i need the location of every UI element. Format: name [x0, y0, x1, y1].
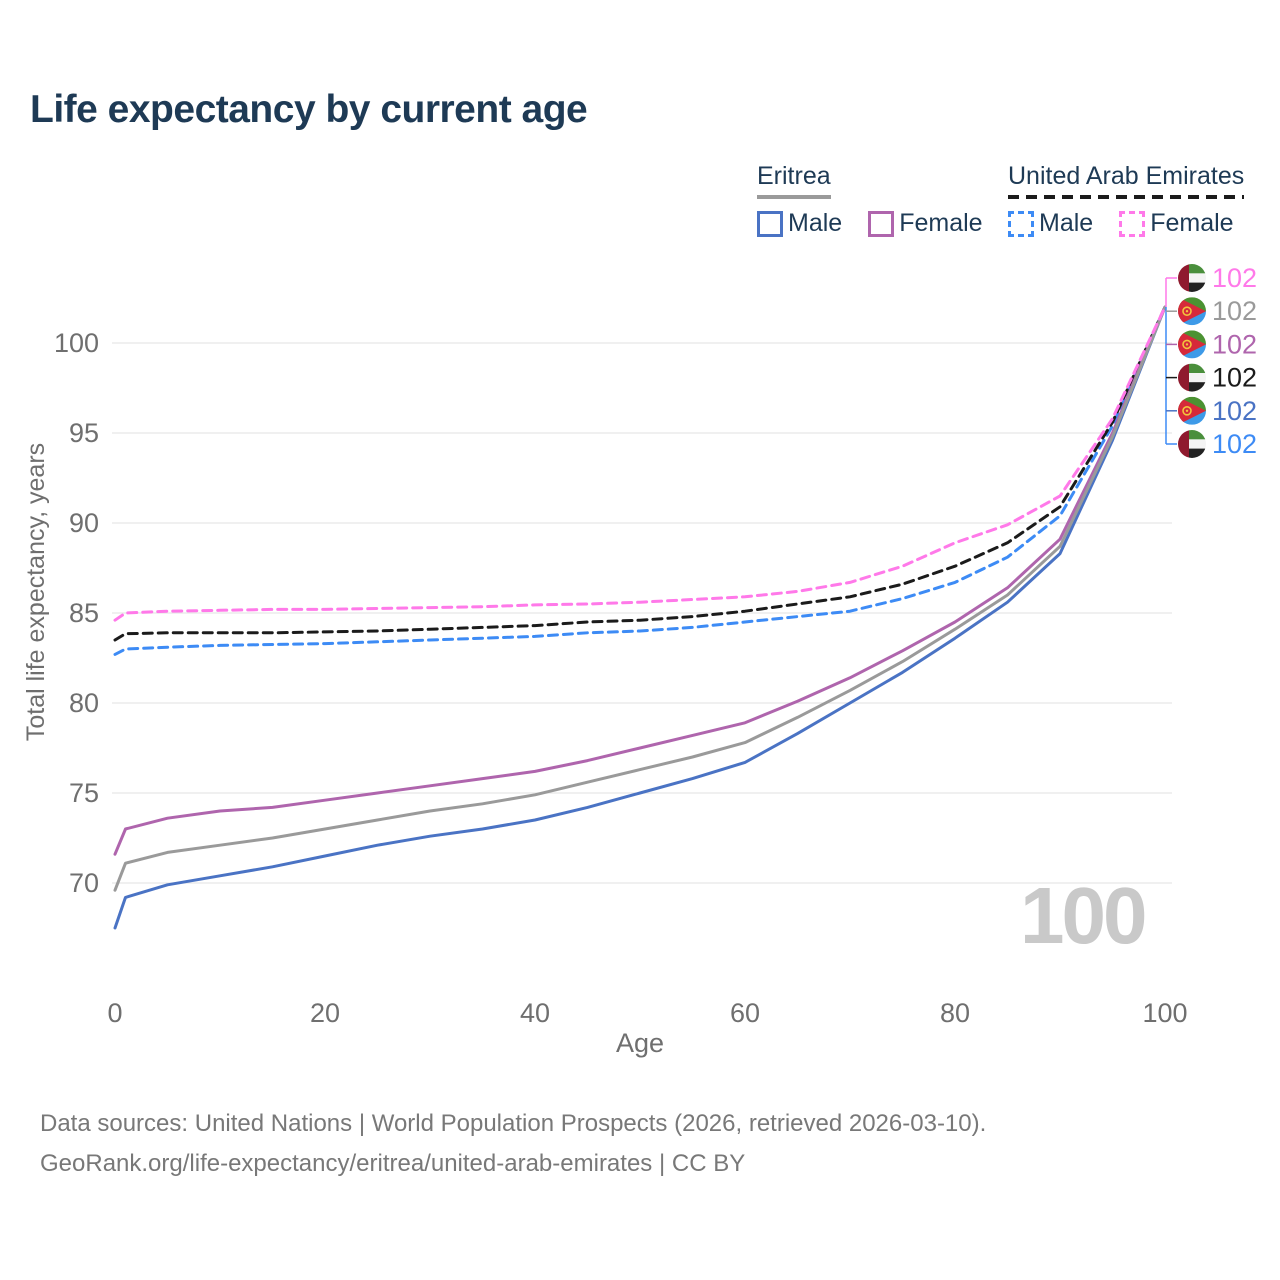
uae-flag-icon: [1178, 264, 1206, 292]
end-value-label-united-arab-emirates-female: 102: [1212, 263, 1257, 293]
legend-item-eritrea-male[interactable]: Male: [757, 209, 842, 238]
y-axis-title: Total life expectancy, years: [22, 443, 50, 741]
footer-data-sources: Data sources: United Nations | World Pop…: [40, 1110, 987, 1137]
series-line-united-arab-emirates-female[interactable]: [113, 305, 1167, 622]
legend-uae-underline: [1008, 195, 1245, 199]
series-line-eritrea-male[interactable]: [113, 305, 1167, 930]
page-title: Life expectancy by current age: [30, 88, 588, 131]
series-line-eritrea-all[interactable]: [113, 305, 1167, 892]
legend-uae-title[interactable]: United Arab Emirates: [1008, 162, 1245, 190]
eritrea-male-swatch-icon: [757, 210, 783, 237]
y-tick-label: 95: [69, 418, 99, 448]
eritrea-flag-icon: [1178, 330, 1206, 359]
y-tick-label: 100: [54, 328, 99, 358]
end-value-label-united-arab-emirates-all: 102: [1212, 363, 1257, 393]
series-line-united-arab-emirates-male[interactable]: [113, 305, 1167, 656]
x-tick-label: 60: [730, 998, 760, 1028]
y-tick-label: 85: [69, 598, 99, 628]
legend-uae-female-label: Female: [1150, 209, 1234, 237]
legend-item-uae-male[interactable]: Male: [1008, 209, 1093, 238]
end-value-label-eritrea-all: 102: [1212, 296, 1257, 326]
legend-item-uae-female[interactable]: Female: [1119, 209, 1234, 238]
uae-female-swatch-icon: [1119, 210, 1146, 237]
legend-uae-header: United Arab Emirates: [1008, 162, 1245, 199]
end-value-label-eritrea-male: 102: [1212, 396, 1257, 426]
x-tick-label: 0: [107, 998, 122, 1028]
uae-flag-icon: [1178, 363, 1206, 392]
end-value-label-united-arab-emirates-male: 102: [1212, 429, 1257, 459]
age-watermark: 100: [1020, 871, 1147, 960]
legend-eritrea-title[interactable]: Eritrea: [757, 162, 831, 190]
series-line-eritrea-female[interactable]: [113, 305, 1167, 856]
end-value-label-eritrea-female: 102: [1212, 329, 1257, 359]
y-tick-label: 80: [69, 688, 99, 718]
legend-uae-items: Male Female: [1008, 209, 1244, 238]
eritrea-flag-icon: [1178, 297, 1206, 326]
legend-eritrea-header: Eritrea: [757, 162, 831, 199]
footer-attribution: GeoRank.org/life-expectancy/eritrea/unit…: [40, 1150, 746, 1178]
footer: Data sources: United Nations | World Pop…: [40, 1104, 986, 1185]
uae-male-swatch-icon: [1008, 210, 1034, 237]
x-tick-label: 80: [940, 998, 970, 1028]
legend-group-uae: United Arab Emirates Male Female: [1008, 162, 1245, 238]
legend-uae-male-label: Male: [1039, 209, 1094, 237]
legend-eritrea-male-label: Male: [788, 209, 843, 237]
y-tick-label: 70: [69, 868, 99, 898]
legend-item-eritrea-female[interactable]: Female: [868, 209, 983, 238]
legend-group-eritrea: Eritrea Male Female: [757, 162, 983, 238]
x-axis-title: Age: [616, 1028, 664, 1058]
uae-flag-icon: [1178, 430, 1206, 458]
x-tick-label: 100: [1142, 998, 1187, 1028]
legend-eritrea-female-label: Female: [899, 209, 983, 237]
y-tick-label: 75: [69, 778, 99, 808]
x-tick-label: 40: [520, 998, 550, 1028]
eritrea-female-swatch-icon: [868, 210, 895, 237]
legend-eritrea-underline: [757, 195, 831, 199]
y-tick-label: 90: [69, 508, 99, 538]
x-tick-label: 20: [310, 998, 340, 1028]
eritrea-flag-icon: [1178, 396, 1206, 425]
legend-eritrea-items: Male Female: [757, 209, 983, 238]
series-line-united-arab-emirates-all[interactable]: [113, 305, 1167, 642]
